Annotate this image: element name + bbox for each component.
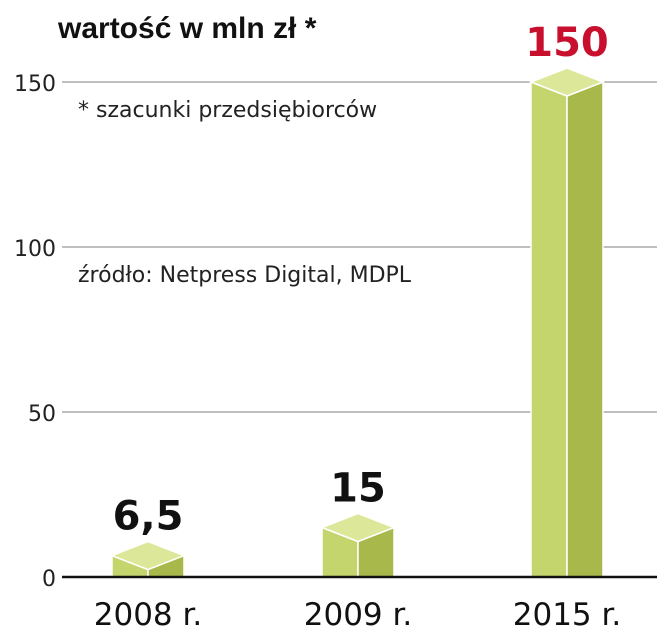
y-tick-label: 150: [14, 72, 56, 97]
y-tick-label: 50: [28, 402, 56, 427]
bar-top-face: [319, 512, 397, 543]
data-label: 150: [525, 20, 609, 66]
x-tick-label: 2009 r.: [304, 597, 413, 633]
x-tick-label: 2008 r.: [94, 597, 203, 633]
note-estimates: * szacunki przedsiębiorców: [78, 98, 377, 123]
bar: 15: [319, 466, 397, 578]
bar: 6,5: [109, 494, 187, 578]
y-tick-label: 0: [42, 567, 56, 592]
bar-top-face: [528, 67, 606, 97]
data-label: 6,5: [113, 494, 184, 540]
data-label: 15: [330, 466, 386, 512]
y-tick-label: 100: [14, 237, 56, 262]
bar: 150: [525, 20, 609, 578]
bar-front-face: [530, 80, 568, 578]
x-axis-ticks: 2008 r. 2009 r. 2015 r.: [94, 597, 622, 633]
x-tick-label: 2015 r.: [513, 597, 622, 633]
bar-side-face: [566, 80, 604, 578]
y-axis-ticks: 0 50 100 150: [14, 72, 56, 592]
chart-title: wartość w mln zł *: [57, 12, 317, 45]
note-source: źródło: Netpress Digital, MDPL: [78, 263, 412, 288]
bar-top-face: [109, 540, 187, 571]
bars: 6,5 15 150: [109, 20, 609, 578]
